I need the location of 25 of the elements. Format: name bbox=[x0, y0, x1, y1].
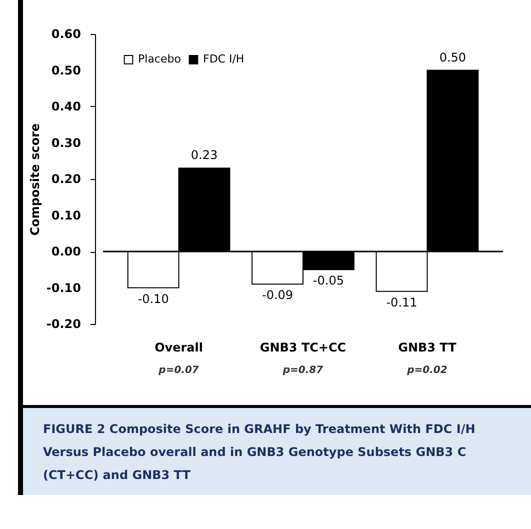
y-tick-label: -0.10 bbox=[46, 280, 81, 295]
x-tick-label: Overall bbox=[154, 340, 203, 354]
y-tick-label: 0.00 bbox=[51, 244, 81, 258]
text: p=0.07 bbox=[158, 365, 199, 376]
data-label: 0.23 bbox=[190, 148, 218, 162]
legend-label: Placebo bbox=[138, 52, 182, 66]
text: p=0.87 bbox=[282, 365, 324, 376]
y-tick-label: 0.30 bbox=[51, 136, 81, 150]
y-tick-label: 0.20 bbox=[51, 172, 81, 186]
y-axis-title: Composite score bbox=[28, 123, 42, 236]
y-tick-label: 0.40 bbox=[51, 100, 81, 114]
data-label: -0.05 bbox=[312, 274, 344, 288]
y-tick-label: 0.60 bbox=[51, 27, 81, 41]
x-tick-label: GNB3 TC+CC bbox=[260, 340, 346, 354]
text: p=0.02 bbox=[406, 365, 448, 376]
y-tick-label: -0.20 bbox=[46, 317, 81, 331]
y-tick-label: 0.10 bbox=[51, 208, 81, 222]
data-label: 0.50 bbox=[439, 50, 466, 64]
data-label: -0.09 bbox=[262, 288, 294, 302]
legend-label: FDC I/H bbox=[203, 52, 244, 66]
data-label: -0.11 bbox=[386, 295, 418, 310]
x-tick-label: GNB3 TT bbox=[398, 340, 458, 354]
y-tick-label: 0.50 bbox=[51, 63, 81, 78]
text: FIGURE 2 Composite Score in GRAHF by Treatment With FDC I/H Versus Placebo overall and in GNB3 Genotype Subsets GNB3 C (CT+CC) and GNB3 TT bbox=[23, 405, 531, 495]
data-label: -0.10 bbox=[138, 292, 169, 306]
